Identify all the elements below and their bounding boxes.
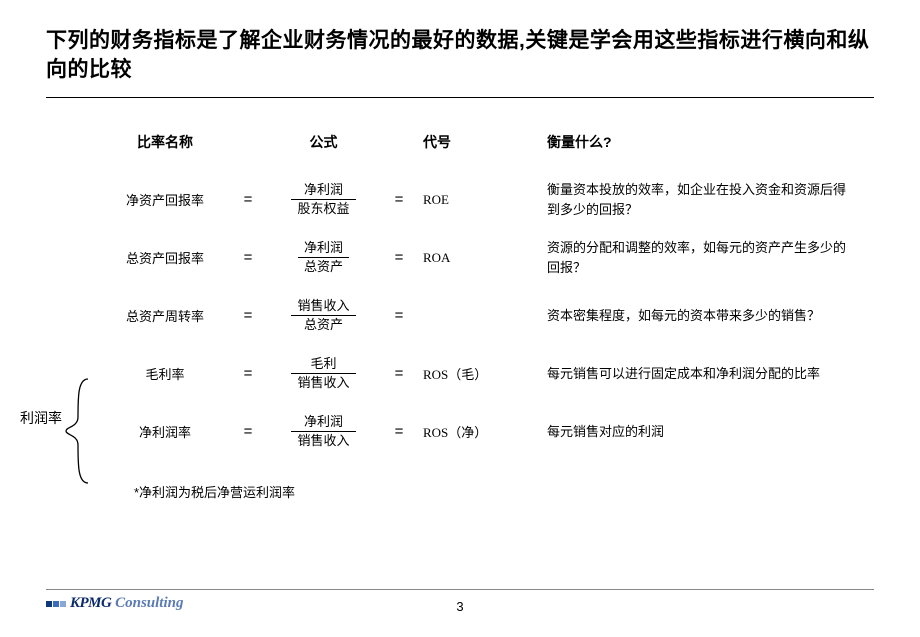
slide: 下列的财务指标是了解企业财务情况的最好的数据,关键是学会用这些指标进行横向和纵向… [0,0,920,501]
table-row: 净资产回报率 = 净利润 股东权益 = ROE 衡量资本投放的效率，如企业在投入… [100,174,874,226]
ratio-measure: 衡量资本投放的效率，如企业在投入资金和资源后得到多少的回报？ [517,180,874,219]
content-area: 利润率 比率名称 公式 代号 衡量什么? 净资产回报率 = 净利润 股东权益 =… [46,132,874,501]
slide-title: 下列的财务指标是了解企业财务情况的最好的数据,关键是学会用这些指标进行横向和纵向… [46,26,874,85]
equals-sign: = [381,191,417,208]
table-row: 总资产周转率 = 销售收入 总资产 = 资本密集程度，如每元的资本带来多少的销售… [100,290,874,342]
ratio-code: ROA [417,250,517,266]
ratio-name: 总资产回报率 [100,248,230,267]
header-formula: 公式 [266,132,381,152]
numerator: 销售收入 [291,298,355,315]
numerator: 净利润 [291,414,355,431]
header-measure: 衡量什么? [517,132,874,152]
equals-sign: = [230,365,266,382]
denominator: 股东权益 [291,199,355,217]
table-row: 总资产回报率 = 净利润 总资产 = ROA 资源的分配和调整的效率，如每元的资… [100,232,874,284]
logo-square-3 [60,601,66,607]
header-code: 代号 [417,132,517,152]
equals-sign: = [230,307,266,324]
denominator: 销售收入 [291,431,355,449]
ratio-code: ROS（净） [417,422,517,441]
header-ratio-name: 比率名称 [100,132,230,152]
equals-sign: = [381,365,417,382]
formula-cell: 净利润 股东权益 [266,182,381,218]
curly-brace-icon [64,377,90,485]
fraction: 净利润 销售收入 [291,414,355,450]
ratio-measure: 每元销售对应的利润 [517,422,874,442]
ratio-name: 净利润率 [100,422,230,441]
table-headers: 比率名称 公式 代号 衡量什么? [100,132,874,152]
ratio-code: ROE [417,192,517,208]
numerator: 毛利 [291,356,355,373]
table-row: 毛利率 = 毛利 销售收入 = ROS（毛） 每元销售可以进行固定成本和净利润分… [100,348,874,400]
logo-brand: KPMG [70,595,111,611]
fraction: 毛利 销售收入 [291,356,355,392]
ratio-name: 毛利率 [100,364,230,383]
equals-sign: = [230,191,266,208]
slide-footer: KPMG Consulting 3 [0,589,920,623]
formula-cell: 销售收入 总资产 [266,298,381,334]
formula-cell: 净利润 销售收入 [266,414,381,450]
equals-sign: = [381,249,417,266]
fraction: 净利润 总资产 [298,240,349,276]
fraction: 净利润 股东权益 [291,182,355,218]
kpmg-logo: KPMG Consulting [46,595,183,612]
equals-sign: = [230,249,266,266]
page-number: 3 [456,599,463,614]
numerator: 净利润 [298,240,349,257]
denominator: 总资产 [291,315,355,333]
logo-sub: Consulting [115,595,183,611]
denominator: 销售收入 [291,373,355,391]
title-divider [46,97,874,98]
side-group-label: 利润率 [20,408,62,428]
header-spacer-2 [381,132,417,152]
table-row: 净利润率 = 净利润 销售收入 = ROS（净） 每元销售对应的利润 [100,406,874,458]
equals-sign: = [381,423,417,440]
logo-square-2 [53,601,59,607]
ratio-name: 总资产周转率 [100,306,230,325]
numerator: 净利润 [291,182,355,199]
header-spacer-1 [230,132,266,152]
formula-cell: 净利润 总资产 [266,240,381,276]
denominator: 总资产 [298,257,349,275]
formula-cell: 毛利 销售收入 [266,356,381,392]
logo-squares-icon [46,595,67,612]
ratio-measure: 资本密集程度，如每元的资本带来多少的销售？ [517,306,874,326]
logo-square-1 [46,601,52,607]
ratio-code: ROS（毛） [417,364,517,383]
equals-sign: = [230,423,266,440]
fraction: 销售收入 总资产 [291,298,355,334]
ratio-name: 净资产回报率 [100,190,230,209]
ratio-measure: 资源的分配和调整的效率，如每元的资产产生多少的回报？ [517,238,874,277]
footnote: *净利润为税后净营运利润率 [100,482,874,501]
ratio-measure: 每元销售可以进行固定成本和净利润分配的比率 [517,364,874,384]
equals-sign: = [381,307,417,324]
footer-divider [46,589,874,590]
